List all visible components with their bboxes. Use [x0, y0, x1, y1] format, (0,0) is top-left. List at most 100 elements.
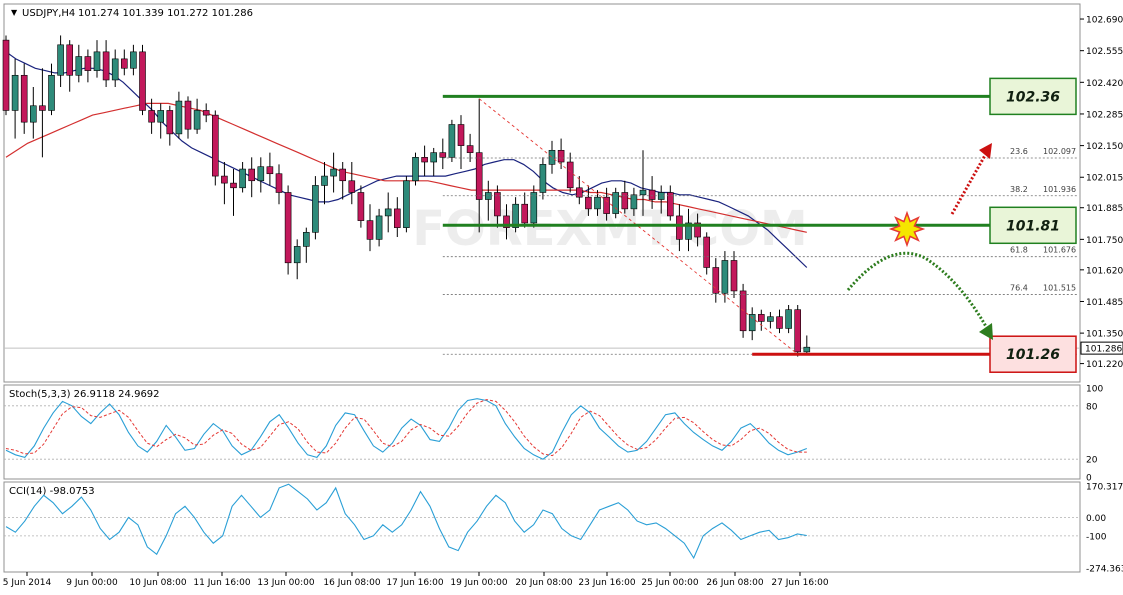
time-tick-label: 27 Jun 16:00: [771, 578, 828, 588]
candle-body: [548, 149, 556, 165]
time-tick-label: 17 Jun 16:00: [386, 578, 443, 588]
price-tick-label: 101.885: [1086, 204, 1123, 214]
candle: [475, 98, 483, 233]
candle: [785, 304, 792, 334]
candle-body: [412, 157, 419, 182]
candle: [39, 68, 46, 158]
fib-price-label: 101.936: [1043, 185, 1076, 194]
candle-body: [384, 208, 392, 217]
candle: [730, 251, 738, 298]
time-tick-label: 5 Jun 2014: [3, 578, 52, 588]
candle: [694, 213, 701, 247]
time-tick-label: 11 Jun 16:00: [193, 578, 250, 588]
candle-body: [393, 208, 401, 228]
cci-tick-label: 170.3175: [1086, 483, 1123, 493]
fib-ratio-label: 61.8: [1010, 246, 1028, 255]
candle-body: [585, 196, 592, 210]
candle: [612, 187, 620, 219]
candle: [794, 304, 802, 357]
fib-ratio-label: 38.2: [1010, 185, 1028, 194]
cci-tick-label: 0.00: [1086, 514, 1106, 524]
candle: [621, 180, 629, 214]
candle: [248, 157, 255, 198]
candle: [430, 147, 438, 177]
level-box: [989, 335, 1077, 373]
candle-body: [121, 58, 128, 69]
price-tick-label: 101.350: [1086, 330, 1123, 340]
candle-body: [166, 110, 174, 135]
candle: [321, 162, 328, 205]
candle-body: [521, 203, 529, 224]
candle: [111, 49, 119, 88]
level-label: 102.36: [1006, 89, 1060, 105]
candle-body: [776, 316, 783, 329]
candle: [767, 312, 774, 329]
candle-body: [357, 192, 365, 221]
candle-body: [75, 56, 83, 76]
candle: [703, 232, 711, 275]
candle-body: [785, 309, 792, 329]
candle-body: [139, 51, 146, 111]
candle: [221, 162, 228, 205]
candle: [757, 309, 765, 331]
price-tick-label: 101.620: [1086, 266, 1123, 276]
candle: [448, 119, 456, 163]
candle-body: [566, 161, 574, 189]
stoch-level-label: 0: [1086, 474, 1092, 484]
level-label: 101.81: [1006, 218, 1060, 234]
symbol-header: USDJPY,H4: [22, 8, 75, 19]
main-panel-frame: [3, 3, 1081, 383]
time-tick-label: 26 Jun 08:00: [706, 578, 763, 588]
candle: [193, 98, 201, 134]
fib-ratio-label: 23.6: [1010, 147, 1028, 156]
candle-body: [39, 105, 46, 111]
candle: [84, 49, 92, 83]
candle: [284, 185, 292, 275]
candle-body: [475, 152, 483, 200]
candle: [202, 103, 210, 123]
price-tick-label: 101.750: [1086, 236, 1123, 246]
down-arrow-head: [979, 323, 993, 340]
candle-body: [594, 196, 601, 210]
candle-body: [603, 196, 610, 214]
fib-ratio-label: 76.4: [1010, 283, 1028, 292]
price-tick-label: 102.150: [1086, 142, 1123, 152]
candle-body: [648, 189, 656, 200]
candle: [776, 309, 783, 334]
candle-body: [266, 166, 274, 175]
candle: [748, 307, 756, 341]
candle-body: [184, 100, 192, 130]
candle: [712, 258, 720, 303]
candle: [503, 204, 510, 240]
up-arrow-line: [950, 149, 990, 215]
candle: [421, 145, 428, 177]
candle-body: [248, 168, 255, 182]
stoch-d-line: [5, 399, 807, 457]
level-box: [989, 77, 1077, 116]
candle-body: [293, 246, 301, 264]
candle-body: [748, 314, 756, 332]
dropdown-triangle-icon[interactable]: ▼: [11, 8, 18, 17]
candle: [302, 227, 310, 263]
cci-tick-label: -100: [1086, 532, 1107, 542]
candle-body: [302, 232, 310, 247]
candle: [685, 208, 692, 252]
candle: [676, 204, 683, 252]
level-label: 101.26: [1006, 347, 1060, 363]
cci-line: [5, 483, 807, 560]
time-tick-label: 9 Jun 00:00: [66, 578, 118, 588]
candle-body: [84, 56, 92, 71]
candle: [212, 110, 219, 186]
candle-body: [539, 164, 547, 193]
cci-label: CCI(14) -98.0753: [9, 486, 95, 497]
candle: [548, 140, 556, 174]
candle: [339, 162, 347, 200]
candle: [29, 87, 37, 139]
candle: [275, 164, 283, 205]
candle-body: [721, 260, 729, 294]
candle: [348, 162, 356, 205]
fib-price-label: 101.515: [1043, 283, 1076, 292]
candle: [48, 63, 55, 116]
